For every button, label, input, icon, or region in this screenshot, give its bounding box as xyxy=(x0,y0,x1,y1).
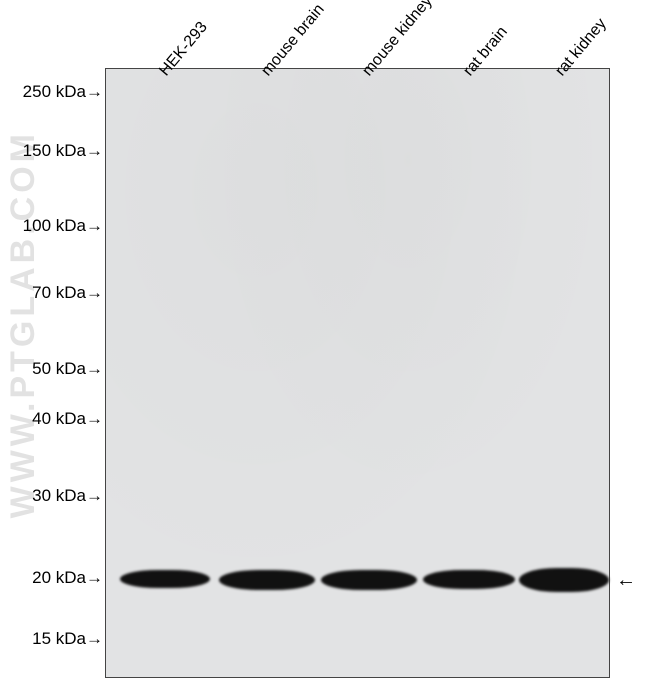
marker-value: 50 kDa xyxy=(32,359,86,378)
marker-label: 100 kDa→ xyxy=(23,216,103,236)
arrow-right-icon: → xyxy=(86,359,103,379)
protein-band xyxy=(423,570,515,589)
marker-value: 30 kDa xyxy=(32,486,86,505)
marker-label: 250 kDa→ xyxy=(23,82,103,102)
protein-band xyxy=(321,570,417,590)
arrow-right-icon: → xyxy=(86,486,103,506)
blot-figure: WWW.PTGLAB.COM HEK-293mouse brainmouse k… xyxy=(0,0,650,691)
arrow-right-icon: → xyxy=(86,568,103,588)
arrow-right-icon: → xyxy=(86,629,103,649)
arrow-right-icon: → xyxy=(86,82,103,102)
marker-value: 15 kDa xyxy=(32,629,86,648)
marker-label: 15 kDa→ xyxy=(32,629,103,649)
arrow-right-icon: → xyxy=(86,141,103,161)
arrow-right-icon: → xyxy=(86,409,103,429)
marker-value: 100 kDa xyxy=(23,216,86,235)
protein-band xyxy=(219,570,315,590)
marker-label: 40 kDa→ xyxy=(32,409,103,429)
arrow-right-icon: → xyxy=(86,216,103,236)
protein-band xyxy=(519,568,609,592)
marker-value: 70 kDa xyxy=(32,283,86,302)
marker-label: 30 kDa→ xyxy=(32,486,103,506)
marker-label: 50 kDa→ xyxy=(32,359,103,379)
marker-value: 40 kDa xyxy=(32,409,86,428)
marker-value: 250 kDa xyxy=(23,82,86,101)
watermark-text: WWW.PTGLAB.COM xyxy=(4,130,43,518)
target-band-arrow: ← xyxy=(616,569,636,592)
marker-value: 150 kDa xyxy=(23,141,86,160)
protein-band xyxy=(120,570,210,588)
arrow-right-icon: → xyxy=(86,283,103,303)
marker-value: 20 kDa xyxy=(32,568,86,587)
marker-label: 70 kDa→ xyxy=(32,283,103,303)
marker-label: 150 kDa→ xyxy=(23,141,103,161)
marker-label: 20 kDa→ xyxy=(32,568,103,588)
